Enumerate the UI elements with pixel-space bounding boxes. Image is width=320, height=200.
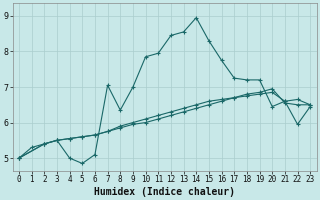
X-axis label: Humidex (Indice chaleur): Humidex (Indice chaleur) xyxy=(94,186,235,197)
